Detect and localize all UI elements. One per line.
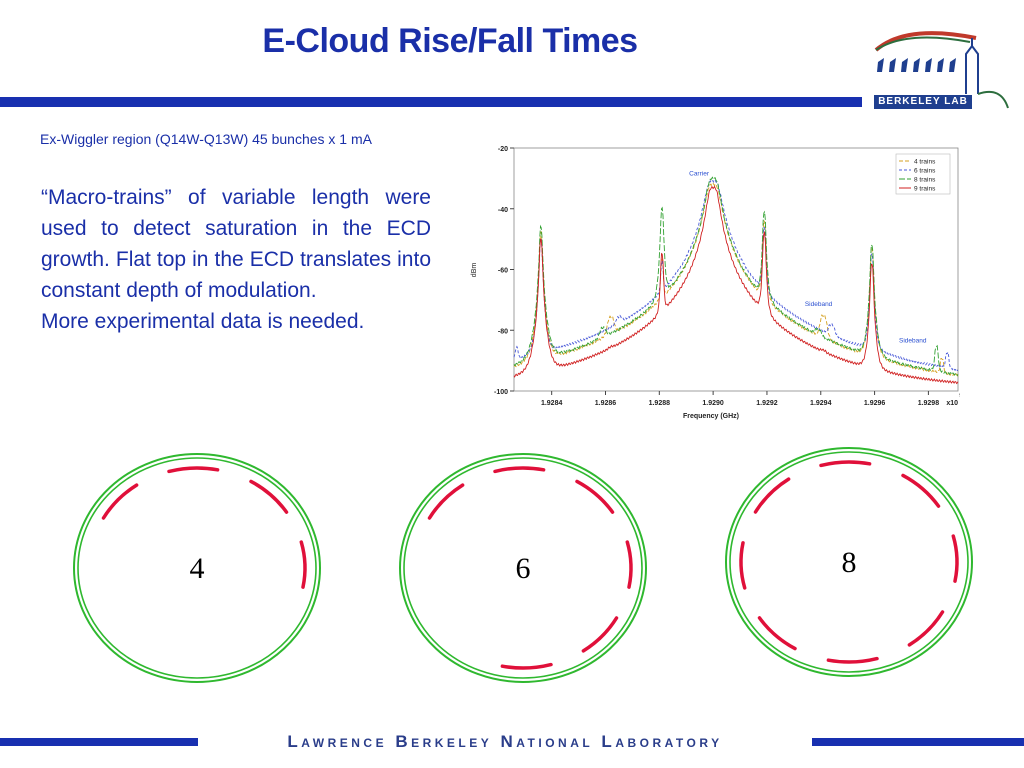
ring-inner	[77, 457, 317, 679]
x-tick-label: 1.9292	[756, 400, 778, 407]
bunch-train-arc	[493, 466, 546, 474]
berkeley-lab-logo	[874, 31, 1009, 109]
x-tick-label: 1.9286	[595, 400, 617, 407]
series-line-8-trains	[513, 176, 959, 377]
x-axis-label: Frequency (GHz)	[683, 413, 739, 420]
y-tick-label: -40	[498, 207, 508, 214]
ring-4-trains: 4	[73, 453, 321, 683]
bunch-train-arc	[907, 610, 945, 647]
description-paragraph-2: More experimental data is needed.	[41, 310, 365, 333]
footer-bar-right	[812, 738, 1024, 746]
bunch-train-arc	[951, 534, 959, 583]
ring-outer	[399, 453, 647, 683]
footer-lab-name: Lawrence Berkeley National Laboratory	[287, 732, 723, 751]
ring-inner	[729, 451, 969, 673]
title-underline-bar	[0, 97, 862, 107]
bunch-train-arc	[901, 473, 941, 508]
bunch-train-arc	[753, 477, 791, 514]
ring-train-count-label: 4	[190, 552, 205, 585]
series-line-9-trains	[513, 185, 959, 385]
bunch-train-arc	[625, 540, 633, 589]
x-tick-label: 1.9284	[541, 400, 563, 407]
bunch-train-arc	[575, 479, 615, 514]
description-text: “Macro-trains” of variable length were u…	[41, 182, 431, 337]
ring-outer	[725, 447, 973, 677]
x-tick-label: 1.9296	[864, 400, 886, 407]
bunch-train-arc	[249, 479, 289, 514]
x-tick-label: 1.9288	[649, 400, 671, 407]
bunch-train-arc	[500, 662, 553, 670]
legend-entry: 9 trains	[914, 185, 936, 192]
x-tick-label: 1.9290	[702, 400, 724, 407]
x-axis-multiplier: x10	[946, 400, 958, 407]
bunch-train-arc	[167, 466, 220, 474]
bunch-train-arc	[819, 460, 872, 468]
y-tick-label: -60	[498, 268, 508, 275]
bunch-train-arc	[826, 656, 879, 664]
bunch-train-arc	[739, 541, 747, 590]
berkeley-lab-logo-text: BERKELEY LAB	[874, 95, 972, 109]
x-tick-label: 1.9298	[918, 400, 940, 407]
region-subtitle: Ex-Wiggler region (Q14W-Q13W) 45 bunches…	[40, 131, 372, 147]
legend-entry: 6 trains	[914, 167, 936, 174]
annotation-label: Sideband	[899, 337, 927, 344]
bunch-train-arc	[299, 540, 307, 589]
footer-bar-left	[0, 738, 198, 746]
description-paragraph-1: “Macro-trains” of variable length were u…	[41, 186, 431, 302]
ring-8-trains: 8	[725, 447, 973, 677]
y-tick-label: -20	[498, 146, 508, 153]
y-tick-label: -80	[498, 328, 508, 335]
annotation-label: Carrier	[689, 170, 710, 177]
bunch-train-arc	[757, 616, 797, 651]
ring-6-trains: 6	[399, 453, 647, 683]
ring-inner	[403, 457, 643, 679]
bunch-train-arc	[101, 483, 139, 520]
x-tick-label: 1.9294	[810, 400, 832, 407]
ring-train-count-label: 8	[842, 546, 857, 579]
ring-train-count-label: 6	[516, 552, 531, 585]
bunch-train-arc	[581, 616, 619, 653]
x-axis-multiplier-exponent: 9	[959, 393, 960, 399]
y-tick-label: -100	[494, 389, 508, 396]
spectrum-chart: -20 -40 -60 -80 -100 1.9284 1.9286 1.9288 1.9290…	[471, 146, 960, 420]
annotation-label: Sideband	[805, 301, 833, 308]
series-line-4-trains	[513, 182, 959, 377]
legend-entry: 4 trains	[914, 158, 936, 165]
bunch-train-arc	[427, 483, 465, 520]
ring-outer	[73, 453, 321, 683]
slide-title: E-Cloud Rise/Fall Times	[262, 22, 638, 60]
y-axis-label: dBm	[471, 263, 478, 278]
legend-entry: 8 trains	[914, 176, 936, 183]
series-line-6-trains	[513, 179, 959, 372]
